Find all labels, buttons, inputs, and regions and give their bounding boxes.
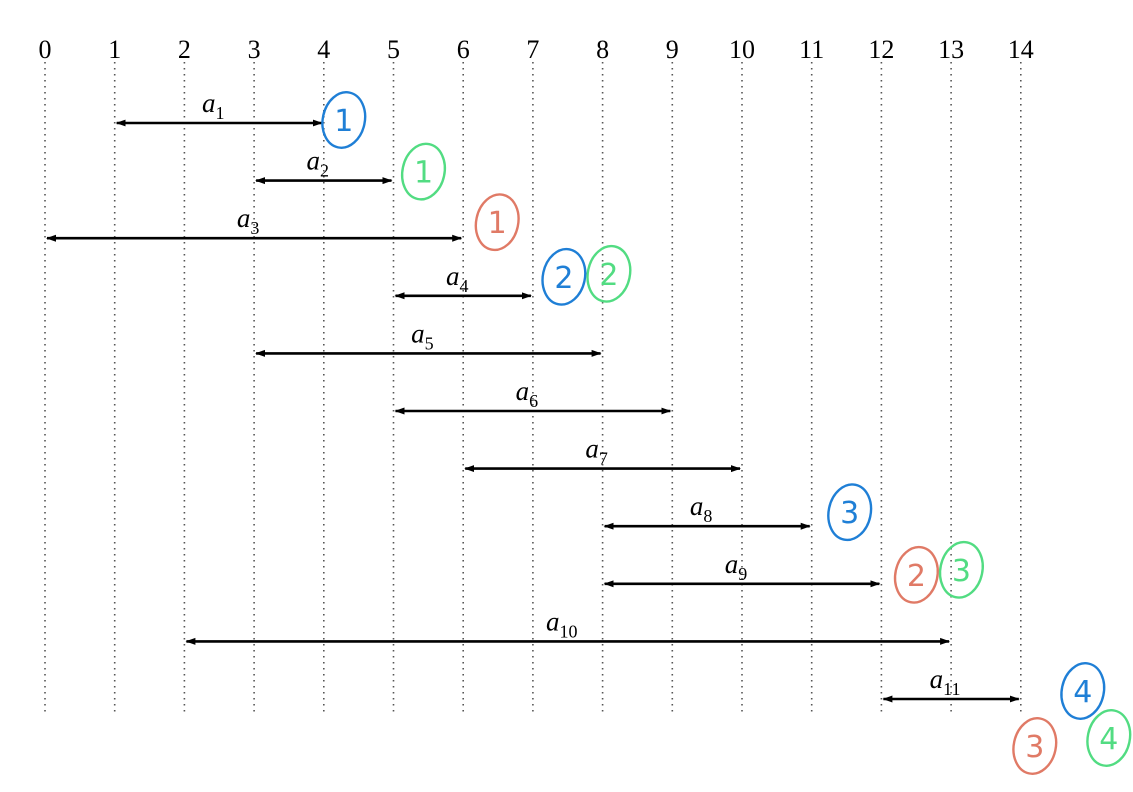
interval-label: a1 [202, 88, 225, 123]
mark-number: 3 [840, 496, 859, 531]
interval-a2: a2 [255, 146, 393, 185]
interval-a5: a5 [255, 318, 602, 357]
interval-label: a3 [237, 203, 260, 238]
interval-letter: a [725, 549, 739, 579]
tick-label: 13 [938, 35, 964, 64]
interval-subscript: 7 [599, 449, 608, 469]
circled-mark-blue: 3 [827, 483, 873, 542]
mark-circle [938, 540, 984, 599]
interval-label: a6 [516, 376, 539, 411]
interval-a1: a1 [115, 88, 323, 127]
tick-label: 9 [666, 35, 679, 64]
mark-circle [321, 91, 367, 149]
interval-letter: a [930, 664, 944, 694]
mark-circle [474, 193, 520, 252]
mark-circle [893, 545, 939, 604]
circled-mark-blue: 2 [541, 247, 587, 306]
interval-a10: a10 [185, 606, 951, 645]
interval-subscript: 3 [250, 218, 259, 238]
interval-letter: a [546, 606, 560, 636]
interval-subscript: 5 [425, 333, 434, 353]
mark-number: 3 [1025, 730, 1044, 765]
mark-circle [586, 244, 632, 303]
interval-a11: a11 [882, 664, 1020, 703]
mark-circle [827, 483, 873, 542]
mark-number: 2 [907, 559, 926, 594]
mark-number: 1 [414, 156, 433, 191]
interval-a6: a6 [394, 376, 672, 415]
interval-letter: a [411, 318, 425, 348]
interval-label: a8 [690, 491, 713, 526]
interval-label: a9 [725, 549, 748, 584]
mark-circle [400, 142, 447, 201]
mark-number: 4 [1099, 722, 1118, 757]
interval-a7: a7 [464, 434, 741, 473]
tick-label: 11 [799, 35, 824, 64]
tick-label: 1 [108, 35, 121, 64]
interval-subscript: 4 [459, 276, 468, 296]
interval-a9: a9 [603, 549, 881, 588]
mark-number: 1 [488, 206, 507, 241]
circled-mark-red: 2 [893, 545, 939, 604]
tick-labels: 0 1 2 3 4 5 6 7 8 9 10 11 12 13 14 [39, 35, 1034, 64]
interval-letter: a [690, 491, 704, 521]
interval-label: a10 [546, 606, 578, 641]
mark-circle [1012, 717, 1058, 775]
circled-mark-red: 3 [1012, 717, 1058, 775]
interval-subscript: 8 [703, 506, 712, 526]
interval-subscript: 1 [216, 103, 225, 123]
mark-number: 2 [554, 261, 573, 296]
mark-number: 2 [599, 258, 618, 293]
circled-mark-green: 1 [400, 142, 447, 201]
tick-label: 4 [317, 35, 330, 64]
tick-label: 12 [868, 35, 894, 64]
interval-subscript: 11 [943, 679, 960, 699]
interval-a4: a4 [394, 261, 532, 300]
interval-a8: a8 [603, 491, 811, 530]
interval-letter: a [516, 376, 530, 406]
circled-mark-red: 1 [474, 193, 520, 252]
interval-subscript: 10 [560, 621, 578, 641]
circled-mark-blue: 1 [321, 91, 367, 149]
gridlines [44, 62, 1022, 715]
mark-circle [1060, 662, 1106, 720]
tick-label: 14 [1008, 35, 1034, 64]
circled-mark-green: 2 [586, 244, 632, 303]
tick-label: 7 [526, 35, 539, 64]
tick-label: 5 [387, 35, 400, 64]
interval-a3: a3 [46, 203, 463, 242]
mark-circle [1086, 709, 1132, 767]
interval-letter: a [446, 261, 460, 291]
interval-label: a7 [585, 434, 608, 469]
mark-circle [541, 247, 587, 306]
tick-label: 3 [248, 35, 261, 64]
circled-mark-green: 3 [938, 540, 984, 599]
interval-subscript: 9 [738, 564, 747, 584]
interval-letter: a [307, 146, 321, 176]
interval-letter: a [585, 434, 599, 464]
interval-subscript: 2 [320, 161, 329, 181]
circled-mark-green: 4 [1086, 709, 1132, 767]
tick-label: 0 [39, 35, 52, 64]
mark-number: 3 [952, 554, 971, 589]
interval-letter: a [237, 203, 251, 233]
tick-label: 8 [596, 35, 609, 64]
mark-number: 4 [1073, 675, 1092, 710]
circled-mark-blue: 4 [1060, 662, 1106, 720]
tick-label: 10 [729, 35, 755, 64]
interval-label: a5 [411, 318, 434, 353]
interval-subscript: 6 [529, 391, 538, 411]
tick-label: 6 [457, 35, 470, 64]
interval-label: a4 [446, 261, 469, 296]
interval-label: a2 [307, 146, 330, 181]
tick-label: 2 [178, 35, 191, 64]
interval-letter: a [202, 88, 216, 118]
mark-number: 1 [334, 104, 353, 139]
interval-label: a11 [930, 664, 961, 699]
